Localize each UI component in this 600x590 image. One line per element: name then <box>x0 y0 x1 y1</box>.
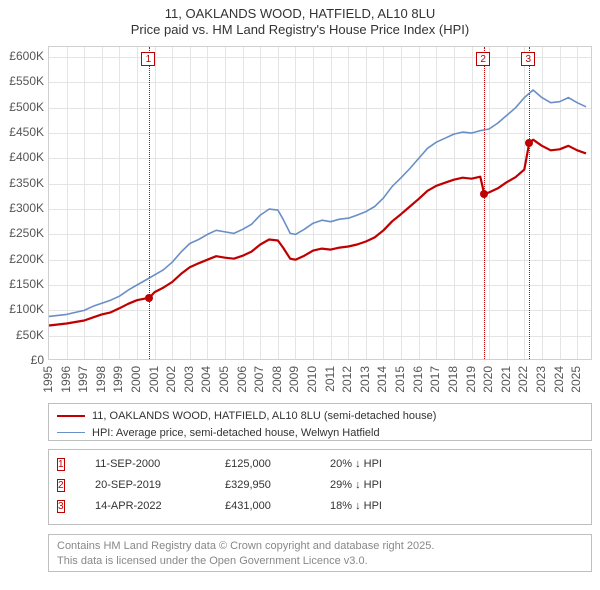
trans-marker-2: 2 <box>57 479 65 492</box>
y-tick-label: £150K <box>0 277 44 291</box>
x-tick-label: 2025 <box>569 366 583 393</box>
legend-row: HPI: Average price, semi-detached house,… <box>57 425 583 442</box>
x-tick-label: 2009 <box>287 366 301 393</box>
series-svg <box>49 47 591 359</box>
chart-plot-area <box>48 46 592 360</box>
x-tick-label: 2016 <box>411 366 425 393</box>
y-tick-label: £0 <box>0 353 44 367</box>
title-line1: 11, OAKLANDS WOOD, HATFIELD, AL10 8LU <box>0 6 600 22</box>
trans-marker-cell: 2 <box>57 475 95 496</box>
y-tick-label: £200K <box>0 252 44 266</box>
x-tick-label: 2004 <box>199 366 213 393</box>
x-tick-label: 2007 <box>252 366 266 393</box>
trans-marker-cell: 3 <box>57 496 95 517</box>
series-line <box>49 140 586 326</box>
trans-delta: 20% ↓ HPI <box>330 454 583 475</box>
x-tick-label: 2021 <box>499 366 513 393</box>
x-tick-label: 2012 <box>340 366 354 393</box>
x-tick-label: 2002 <box>164 366 178 393</box>
y-tick-label: £250K <box>0 226 44 240</box>
x-tick-label: 2022 <box>516 366 530 393</box>
trans-date: 11-SEP-2000 <box>95 454 225 475</box>
attribution: Contains HM Land Registry data © Crown c… <box>48 534 592 572</box>
marker-label-2: 2 <box>476 52 490 66</box>
attribution-line2: This data is licensed under the Open Gov… <box>57 554 583 569</box>
trans-date: 14-APR-2022 <box>95 496 225 517</box>
x-tick-label: 2001 <box>147 366 161 393</box>
title-line2: Price paid vs. HM Land Registry's House … <box>0 22 600 38</box>
x-tick-label: 1998 <box>94 366 108 393</box>
x-tick-label: 2008 <box>270 366 284 393</box>
trans-marker-cell: 1 <box>57 454 95 475</box>
y-tick-label: £550K <box>0 74 44 88</box>
trans-delta: 18% ↓ HPI <box>330 496 583 517</box>
x-tick-label: 2000 <box>129 366 143 393</box>
x-tick-label: 1997 <box>76 366 90 393</box>
trans-price: £431,000 <box>225 496 330 517</box>
trans-price: £329,950 <box>225 475 330 496</box>
x-tick-label: 1996 <box>59 366 73 393</box>
x-tick-label: 2010 <box>305 366 319 393</box>
y-tick-label: £300K <box>0 201 44 215</box>
x-tick-label: 2011 <box>323 366 337 392</box>
legend-swatch <box>57 432 85 433</box>
chart-title: 11, OAKLANDS WOOD, HATFIELD, AL10 8LUPri… <box>0 0 600 39</box>
series-line <box>49 90 586 316</box>
x-tick-label: 1999 <box>111 366 125 393</box>
trans-marker-1: 1 <box>57 458 65 471</box>
x-tick-label: 2003 <box>182 366 196 393</box>
x-tick-label: 2023 <box>534 366 548 393</box>
y-tick-label: £450K <box>0 125 44 139</box>
transaction-row: 1 11-SEP-2000£125,00020% ↓ HPI <box>57 454 583 475</box>
legend-swatch <box>57 415 85 417</box>
transaction-row: 3 14-APR-2022£431,00018% ↓ HPI <box>57 496 583 517</box>
legend-label: HPI: Average price, semi-detached house,… <box>92 425 380 442</box>
y-tick-label: £600K <box>0 49 44 63</box>
x-tick-label: 2006 <box>235 366 249 393</box>
legend: 11, OAKLANDS WOOD, HATFIELD, AL10 8LU (s… <box>48 403 592 441</box>
x-tick-label: 1995 <box>41 366 55 393</box>
x-tick-label: 2024 <box>552 366 566 393</box>
transaction-row: 2 20-SEP-2019£329,95029% ↓ HPI <box>57 475 583 496</box>
x-tick-label: 2013 <box>358 366 372 393</box>
y-tick-label: £100K <box>0 302 44 316</box>
legend-label: 11, OAKLANDS WOOD, HATFIELD, AL10 8LU (s… <box>92 408 436 425</box>
x-tick-label: 2005 <box>217 366 231 393</box>
x-tick-label: 2015 <box>393 366 407 393</box>
x-tick-label: 2018 <box>446 366 460 393</box>
attribution-line1: Contains HM Land Registry data © Crown c… <box>57 539 583 554</box>
x-tick-label: 2014 <box>375 366 389 393</box>
trans-price: £125,000 <box>225 454 330 475</box>
x-tick-label: 2019 <box>464 366 478 393</box>
y-tick-label: £400K <box>0 150 44 164</box>
y-tick-label: £50K <box>0 328 44 342</box>
trans-marker-3: 3 <box>57 500 65 513</box>
y-tick-label: £350K <box>0 176 44 190</box>
marker-label-1: 1 <box>141 52 155 66</box>
legend-row: 11, OAKLANDS WOOD, HATFIELD, AL10 8LU (s… <box>57 408 583 425</box>
x-tick-label: 2017 <box>428 366 442 393</box>
x-tick-label: 2020 <box>481 366 495 393</box>
y-tick-label: £500K <box>0 100 44 114</box>
trans-delta: 29% ↓ HPI <box>330 475 583 496</box>
transactions-box: 1 11-SEP-2000£125,00020% ↓ HPI 2 20-SEP-201… <box>48 449 592 525</box>
marker-label-3: 3 <box>521 52 535 66</box>
trans-date: 20-SEP-2019 <box>95 475 225 496</box>
